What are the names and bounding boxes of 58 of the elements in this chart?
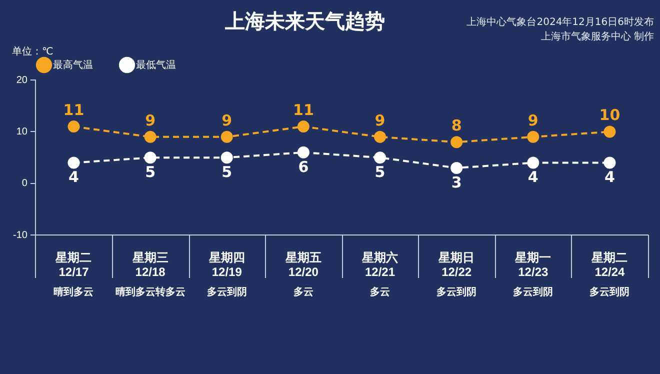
legend-label: 最低气温: [136, 58, 176, 71]
text: 多云到阴: [206, 286, 247, 298]
point: [450, 162, 463, 174]
point: [604, 156, 616, 169]
x-tick-label: 星期三 12/18: [131, 250, 168, 280]
x-tick-label: 星期二 12/24: [590, 250, 628, 280]
x-tick-label: 星期六 12/21: [361, 250, 398, 280]
y-tick-label: 10: [16, 126, 28, 138]
text: 多云到阴: [590, 286, 630, 298]
legend-label: 最高气温: [53, 58, 93, 71]
point: [604, 126, 616, 138]
point: [374, 152, 386, 164]
data-label: 10: [599, 106, 620, 124]
text: 晴到多云: [54, 286, 94, 298]
x-tick-label: 星期日 12/22: [438, 250, 475, 280]
text: 多云到阴: [513, 286, 554, 298]
data-label: 6: [298, 158, 309, 176]
text: 晴到多云转多云: [115, 286, 186, 298]
x-tick-label: 星期四 12/19: [208, 250, 245, 280]
point: [297, 146, 310, 158]
point: [527, 156, 540, 169]
point: [220, 152, 233, 164]
point: [297, 120, 310, 133]
data-label: 4: [604, 168, 615, 186]
text: 多云: [370, 286, 390, 298]
point: [527, 130, 540, 143]
text: 多云到阴: [436, 286, 477, 298]
point: [68, 120, 80, 133]
point: [450, 136, 463, 148]
data-label: 5: [222, 162, 232, 181]
data-label: 9: [145, 111, 156, 130]
data-label: 9: [374, 111, 386, 130]
point: [374, 130, 386, 143]
point: [220, 130, 233, 143]
text: 多云: [293, 286, 314, 298]
data-label: 11: [63, 100, 84, 119]
data-label: 9: [528, 111, 538, 130]
chart-subtitle: 上海中心气象台2024年12月16日6时发布: [466, 16, 654, 30]
x-tick-label: 星期五 12/20: [284, 250, 322, 280]
point: [144, 152, 156, 164]
data-label: 5: [374, 162, 386, 181]
data-label: 4: [528, 168, 538, 186]
data-label: 5: [145, 162, 156, 181]
x-tick-label: 星期一 12/23: [514, 250, 552, 280]
point: [144, 130, 156, 143]
data-label: 9: [222, 111, 232, 130]
x-tick-label: 星期二 12/17: [54, 250, 92, 280]
y-tick-label: 20: [16, 74, 28, 86]
chart-title: 上海未来天气趋势: [225, 9, 385, 33]
data-label: 8: [451, 116, 462, 134]
point: [68, 156, 80, 169]
data-label: 4: [68, 168, 79, 186]
y-axis-title: 单位：℃: [12, 46, 54, 58]
data-label: 11: [293, 100, 314, 119]
text: 上海市气象服务中心 制作: [540, 30, 654, 43]
data-label: 3: [451, 173, 462, 192]
y-tick-label: -10: [13, 230, 28, 241]
y-tick-label: 0: [22, 178, 28, 190]
